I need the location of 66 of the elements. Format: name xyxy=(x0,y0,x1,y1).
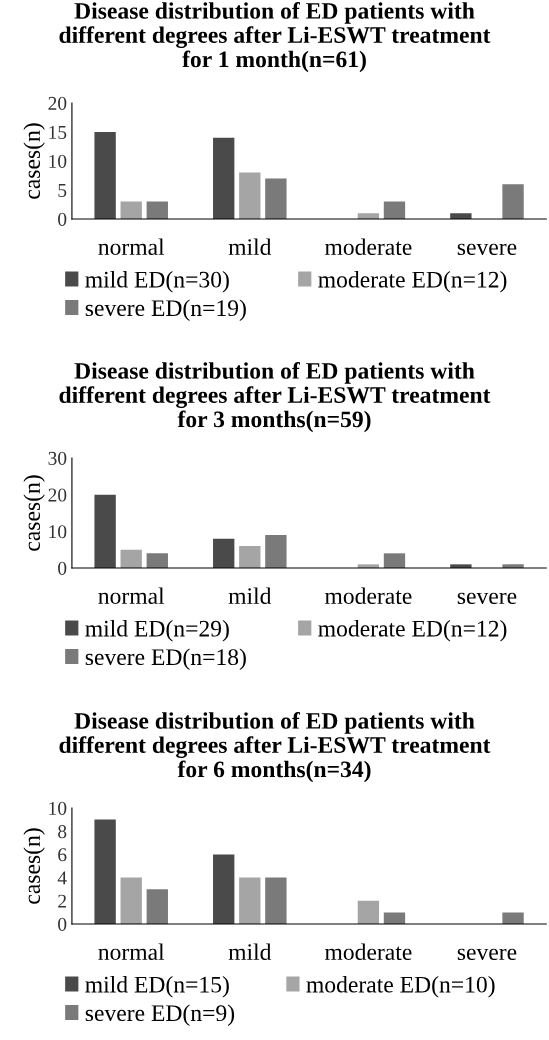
y-tick-label: 10 xyxy=(49,154,67,168)
legend-label: severe ED(n=19) xyxy=(85,299,246,321)
bar xyxy=(120,201,142,219)
y-tick-label: 30 xyxy=(48,451,67,465)
bar xyxy=(265,877,287,924)
legend-label: mild ED(n=30) xyxy=(85,271,229,293)
legend-label: severe ED(n=9) xyxy=(85,1004,235,1026)
x-tick-label: normal xyxy=(98,943,165,961)
x-tick-label: severe xyxy=(457,948,517,961)
x-tick-label: moderate xyxy=(324,587,412,605)
y-tick-label: 0 xyxy=(58,212,67,226)
y-tick-label: 15 xyxy=(49,125,67,139)
y-tick-label: 10 xyxy=(49,801,67,815)
y-axis-title: cases(n) xyxy=(23,123,45,199)
chart-title: Disease distribution of ED patients with different degrees after Li-ESWT treatment for 3 months(n=59) xyxy=(59,362,491,433)
bar xyxy=(239,546,261,568)
legend-label: mild ED(n=29) xyxy=(85,620,229,642)
y-axis-title: cases(n) xyxy=(23,828,45,904)
bar xyxy=(502,912,524,924)
chart-title: Disease distribution of ED patients with different degrees after Li-ESWT treatment for 1 month(n=61) xyxy=(59,2,491,73)
y-tick-label: 4 xyxy=(57,871,67,885)
bar xyxy=(265,535,287,568)
x-tick-label: mild xyxy=(228,587,272,605)
bar xyxy=(239,877,261,924)
bar xyxy=(265,178,287,219)
x-tick-label: normal xyxy=(98,238,165,256)
x-tick-label: moderate xyxy=(324,238,412,256)
legend-label: moderate ED(n=12) xyxy=(318,620,507,642)
x-tick-label: severe xyxy=(457,592,517,605)
bar xyxy=(94,819,116,924)
y-tick-label: 0 xyxy=(58,561,67,575)
bar xyxy=(213,137,235,219)
bar xyxy=(239,172,261,219)
bar xyxy=(502,184,524,219)
bar xyxy=(94,494,116,568)
legend-label: severe ED(n=18) xyxy=(85,648,246,670)
legend-label: mild ED(n=15) xyxy=(85,976,229,998)
bar xyxy=(146,889,168,924)
y-tick-label: 10 xyxy=(49,525,67,539)
bar xyxy=(146,201,168,219)
y-tick-label: 5 xyxy=(58,184,67,197)
bar xyxy=(120,549,142,568)
x-tick-label: severe xyxy=(457,243,517,256)
legend-label: moderate ED(n=12) xyxy=(318,271,507,293)
y-tick-label: 8 xyxy=(58,825,67,839)
bar xyxy=(383,553,406,568)
bar xyxy=(94,132,116,219)
y-tick-label: 6 xyxy=(58,848,67,862)
y-tick-label: 2 xyxy=(58,894,66,908)
x-tick-label: moderate xyxy=(324,943,412,961)
bar xyxy=(213,538,235,568)
y-tick-label: 0 xyxy=(58,917,67,931)
bar xyxy=(383,201,406,219)
chart-title: Disease distribution of ED patients with different degrees after Li-ESWT treatment for 6 months(n=34) xyxy=(59,712,491,783)
legend-label: moderate ED(n=10) xyxy=(306,976,495,998)
bar xyxy=(213,854,235,924)
y-tick-label: 20 xyxy=(48,488,67,502)
bar xyxy=(383,912,406,924)
bar xyxy=(120,877,142,924)
bar xyxy=(146,553,168,568)
x-tick-label: mild xyxy=(228,238,272,256)
bar xyxy=(357,900,380,924)
x-tick-label: mild xyxy=(228,943,272,961)
y-axis-title: cases(n) xyxy=(23,475,45,551)
x-tick-label: normal xyxy=(98,587,165,605)
y-tick-label: 20 xyxy=(48,96,67,110)
